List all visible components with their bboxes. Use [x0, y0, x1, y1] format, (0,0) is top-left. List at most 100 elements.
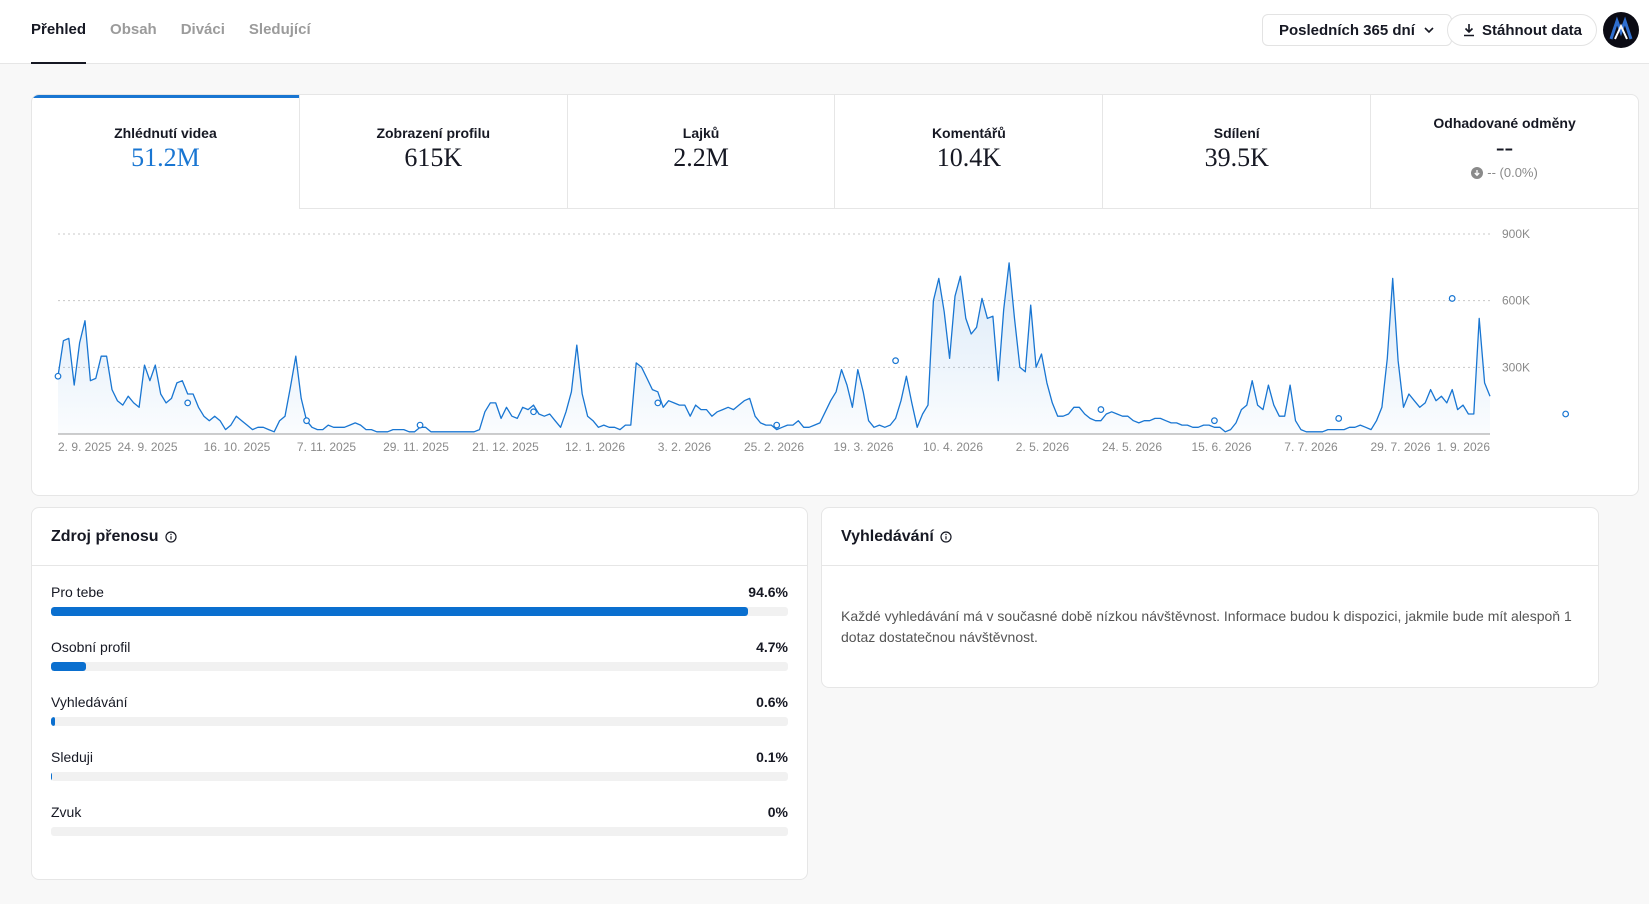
search-card: Vyhledávání Každé vyhledávání má v souča… — [821, 507, 1599, 688]
metric-video-views[interactable]: Zhlédnutí videa 51.2M — [32, 95, 300, 209]
data-point-marker — [1335, 415, 1343, 422]
data-point-marker — [184, 399, 192, 407]
data-point-marker — [1211, 417, 1218, 425]
overview-card: Zhlédnutí videa 51.2M Zobrazení profilu … — [31, 94, 1639, 496]
info-icon[interactable] — [940, 530, 952, 543]
source-name: Pro tebe — [51, 584, 104, 600]
data-point-marker — [654, 399, 662, 407]
date-range-dropdown[interactable]: Posledních 365 dní — [1262, 14, 1452, 46]
metric-value: 2.2M — [673, 143, 729, 172]
metric-label: Zhlédnutí videa — [114, 125, 217, 141]
source-percent: 4.7% — [756, 639, 788, 655]
y-tick-label: 900K — [1502, 227, 1530, 241]
source-name: Zvuk — [51, 804, 82, 820]
metric-estimated-rewards[interactable]: Odhadované odměny -- -- (0.0%) — [1371, 95, 1638, 209]
avatar[interactable] — [1603, 12, 1639, 48]
download-data-button[interactable]: Stáhnout data — [1447, 14, 1597, 46]
metric-comments[interactable]: Komentářů 10.4K — [835, 95, 1104, 209]
source-percent: 94.6% — [748, 584, 788, 600]
traffic-source-list: Pro tebe 94.6% Osobní profil 4.7% Vyhled… — [32, 566, 807, 845]
avatar-logo-icon — [1609, 16, 1633, 40]
source-bar-track — [51, 717, 788, 726]
y-tick-label: 300K — [1502, 360, 1530, 374]
x-tick-label: 1. 9. 2026 — [1437, 440, 1491, 454]
traffic-source-card: Zdroj přenosu Pro tebe 94.6% Osobní prof… — [31, 507, 808, 880]
tab-obsah[interactable]: Obsah — [110, 21, 157, 38]
source-bar-fill — [51, 717, 56, 726]
series-line — [57, 262, 1491, 433]
traffic-source-row: Pro tebe 94.6% — [51, 570, 788, 625]
metric-label: Zobrazení profilu — [376, 125, 491, 141]
source-percent: 0.6% — [756, 694, 788, 710]
metric-label: Komentářů — [931, 125, 1006, 141]
source-bar-track — [51, 827, 788, 836]
traffic-source-title: Zdroj přenosu — [51, 527, 159, 545]
source-bar-fill — [51, 607, 749, 616]
source-percent: 0% — [767, 804, 788, 820]
traffic-source-header: Zdroj přenosu — [32, 508, 807, 566]
data-point-marker — [416, 421, 424, 429]
x-tick-label: 21. 12. 2025 — [472, 440, 539, 454]
source-bar-track — [51, 772, 788, 781]
x-tick-label: 15. 6. 2026 — [1191, 440, 1251, 454]
traffic-source-row: Sleduji 0.1% — [51, 735, 788, 790]
x-tick-label: 29. 7. 2026 — [1370, 440, 1430, 454]
info-icon[interactable] — [164, 530, 177, 543]
source-bar-fill — [51, 772, 53, 781]
download-icon — [1464, 24, 1474, 37]
y-tick-label: 600K — [1502, 294, 1530, 308]
metric-label: Sdílení — [1213, 125, 1260, 141]
x-tick-label: 16. 10. 2025 — [204, 440, 271, 454]
x-tick-label: 2. 5. 2026 — [1016, 440, 1070, 454]
metric-value: 39.5K — [1204, 143, 1269, 172]
data-point-marker — [773, 421, 781, 429]
metric-value: 10.4K — [936, 143, 1002, 172]
x-tick-label: 12. 1. 2026 — [565, 440, 625, 454]
x-tick-label: 7. 11. 2025 — [297, 440, 356, 454]
source-bar-fill — [51, 662, 86, 671]
metric-label: Lajků — [682, 125, 720, 141]
metric-profile-views[interactable]: Zobrazení profilu 615K — [299, 95, 568, 209]
source-bar-track — [51, 662, 788, 671]
metric-value: 615K — [404, 143, 463, 172]
data-point-marker — [530, 408, 537, 416]
traffic-source-row: Vyhledávání 0.6% — [51, 680, 788, 735]
data-point-marker — [892, 357, 899, 365]
metric-change: -- (0.0%) — [1371, 165, 1638, 180]
data-point-marker — [1097, 406, 1105, 413]
metric-shares[interactable]: Sdílení 39.5K — [1103, 95, 1372, 209]
x-tick-label: 3. 2. 2026 — [658, 440, 712, 454]
tab-sledujici[interactable]: Sledující — [248, 21, 311, 38]
metric-likes[interactable]: Lajků 2.2M — [567, 95, 836, 209]
traffic-source-row: Zvuk 0% — [51, 790, 788, 845]
metric-tabs: Zhlédnutí videa 51.2M Zobrazení profilu … — [32, 95, 1638, 209]
chevron-down-icon — [1424, 27, 1434, 34]
x-tick-label: 7. 7. 2026 — [1284, 440, 1338, 454]
search-header: Vyhledávání — [822, 508, 1598, 566]
tab-divaci[interactable]: Diváci — [180, 21, 225, 38]
x-tick-label: 24. 5. 2026 — [1102, 440, 1162, 454]
metric-value: 51.2M — [131, 143, 200, 172]
x-tick-label: 2. 9. 2025 — [58, 440, 112, 454]
metric-label: Odhadované odměny — [1433, 115, 1576, 131]
tab-prehled[interactable]: Přehled — [31, 0, 87, 64]
traffic-source-row: Osobní profil 4.7% — [51, 625, 788, 680]
data-point-marker — [1562, 410, 1570, 418]
search-empty-message: Každé vyhledávání má v současné době níz… — [841, 608, 1572, 645]
x-tick-label: 24. 9. 2025 — [117, 440, 177, 454]
metric-value: -- — [1495, 133, 1514, 162]
metric-change-text: -- (0.0%) — [1487, 165, 1538, 180]
series-area — [58, 262, 1490, 434]
x-tick-label: 19. 3. 2026 — [833, 440, 893, 454]
main-tabs: Přehled Obsah Diváci Sledující — [31, 0, 335, 64]
x-tick-label: 25. 2. 2026 — [744, 440, 804, 454]
source-name: Sleduji — [51, 749, 94, 765]
x-tick-label: 29. 11. 2025 — [383, 440, 449, 454]
views-line-chart[interactable]: 900K 600K 300K 2. 9. 2025 24. 9. 2025 16. 10.… — [32, 209, 1639, 496]
source-name: Osobní profil — [51, 639, 131, 655]
search-title: Vyhledávání — [841, 527, 934, 545]
arrow-down-circle-icon — [1471, 166, 1484, 179]
top-bar: Přehled Obsah Diváci Sledující Posledníc… — [0, 0, 1649, 64]
data-point-marker — [303, 417, 310, 425]
data-point-marker — [1448, 295, 1456, 302]
